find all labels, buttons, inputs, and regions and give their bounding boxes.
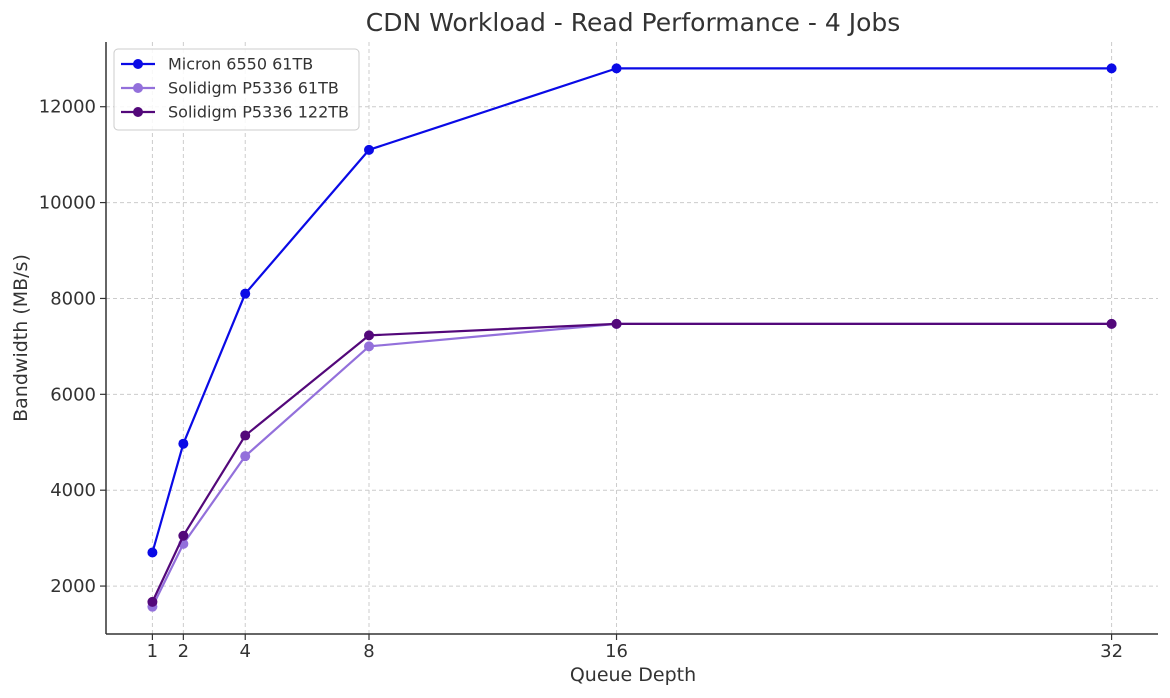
data-point bbox=[178, 530, 189, 541]
chart-title: CDN Workload - Read Performance - 4 Jobs bbox=[366, 8, 901, 37]
axes bbox=[105, 42, 1158, 635]
data-point bbox=[147, 547, 158, 558]
y-axis-label: Bandwidth (MB/s) bbox=[10, 254, 32, 422]
series-line bbox=[151, 322, 1112, 603]
data-point bbox=[364, 144, 374, 155]
series-3 bbox=[147, 318, 1117, 607]
data-point bbox=[611, 63, 622, 74]
y-tick-label: 6000 bbox=[50, 384, 96, 405]
legend-entry: Solidigm P5336 61TB bbox=[121, 79, 339, 98]
legend-label: Solidigm P5336 61TB bbox=[168, 79, 339, 98]
legend-swatch-marker bbox=[133, 107, 143, 117]
legend-box bbox=[113, 48, 360, 131]
legend-entry: Solidigm P5336 122TB bbox=[121, 103, 349, 122]
data-point bbox=[240, 451, 251, 462]
legend-label: Micron 6550 61TB bbox=[168, 55, 313, 74]
series-2 bbox=[147, 318, 1117, 612]
y-ticks: 2000 4000 6000 8000 10000 12000 bbox=[39, 97, 106, 597]
legend: Micron 6550 61TB Solidigm P5336 61TB Solid… bbox=[113, 48, 360, 131]
data-point bbox=[178, 438, 189, 449]
x-tick-label: 32 bbox=[1100, 641, 1123, 662]
data-point bbox=[611, 318, 622, 329]
data-point bbox=[240, 430, 251, 441]
y-tick-label: 10000 bbox=[39, 193, 96, 214]
y-tick-label: 2000 bbox=[50, 576, 96, 597]
y-tick-label: 4000 bbox=[50, 480, 96, 501]
y-tick-label: 12000 bbox=[39, 97, 96, 118]
legend-swatch-marker bbox=[133, 59, 143, 69]
legend-label: Solidigm P5336 122TB bbox=[168, 103, 349, 122]
data-point bbox=[147, 596, 158, 607]
x-ticks: 1 2 4 8 16 32 bbox=[147, 634, 1123, 662]
data-point bbox=[1106, 63, 1117, 74]
data-point bbox=[364, 341, 374, 352]
legend-swatch-marker bbox=[133, 83, 143, 93]
legend-entry: Micron 6550 61TB bbox=[121, 55, 313, 74]
data-point bbox=[364, 330, 374, 341]
y-tick-label: 8000 bbox=[50, 288, 96, 309]
x-tick-label: 8 bbox=[363, 641, 374, 662]
series-line bbox=[151, 67, 1112, 553]
x-tick-label: 4 bbox=[240, 641, 251, 662]
x-axis-label: Queue Depth bbox=[570, 664, 696, 686]
data-point bbox=[240, 288, 251, 299]
series-1 bbox=[147, 63, 1117, 558]
x-tick-label: 1 bbox=[147, 641, 158, 662]
x-tick-label: 2 bbox=[178, 641, 189, 662]
grid bbox=[106, 42, 1158, 634]
series-line bbox=[151, 322, 1112, 608]
data-point bbox=[1106, 318, 1117, 329]
x-tick-label: 16 bbox=[605, 641, 628, 662]
series bbox=[147, 63, 1117, 612]
